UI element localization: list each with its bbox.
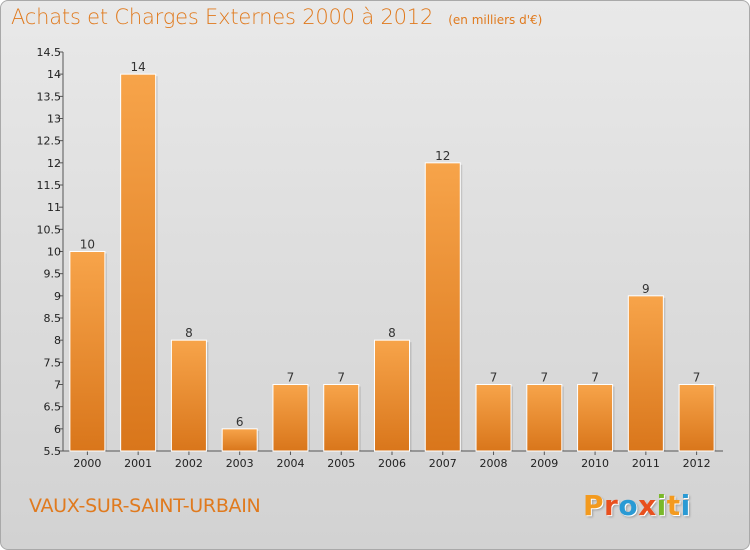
y-tick-label: 10 (47, 246, 61, 259)
bar (170, 339, 207, 452)
chart-title-row: Achats et Charges Externes 2000 à 2012 (… (11, 5, 542, 29)
x-tick-label: 2000 (73, 457, 101, 470)
y-tick-label: 14.5 (37, 46, 62, 59)
logo-letter: x (638, 489, 657, 522)
y-tick-label: 12.5 (37, 135, 62, 148)
bar (69, 251, 106, 452)
y-tick-label: 13.5 (37, 90, 62, 103)
bar-value-label: 14 (131, 60, 146, 74)
y-tick-label: 9.5 (44, 268, 62, 281)
x-tick-label: 2005 (327, 457, 355, 470)
bar-value-label: 7 (693, 371, 701, 385)
y-tick-label: 7.5 (44, 356, 62, 369)
y-tick-label: 7 (54, 379, 61, 392)
bar (627, 295, 664, 452)
commune-name: VAUX-SUR-SAINT-URBAIN (29, 495, 261, 517)
bar-value-label: 8 (185, 326, 193, 340)
bar-value-label: 7 (490, 371, 498, 385)
bar-value-label: 7 (591, 371, 599, 385)
bar (678, 384, 715, 452)
bar (475, 384, 512, 452)
x-tick-label: 2001 (124, 457, 152, 470)
y-tick-label: 11 (47, 201, 61, 214)
y-tick-label: 8 (54, 334, 61, 347)
bar (526, 384, 563, 452)
x-tick-label: 2006 (378, 457, 406, 470)
bar-value-label: 8 (388, 326, 396, 340)
y-tick-label: 6.5 (44, 401, 62, 414)
bar (577, 384, 614, 452)
bar (272, 384, 309, 452)
y-tick-label: 10.5 (37, 223, 62, 236)
bar-value-label: 7 (287, 371, 295, 385)
chart-title: Achats et Charges Externes 2000 à 2012 (11, 5, 434, 29)
x-tick-label: 2007 (429, 457, 457, 470)
x-tick-label: 2010 (581, 457, 609, 470)
proxiti-logo[interactable]: Proxiti (583, 489, 691, 522)
logo-letter: i (680, 489, 691, 522)
bar (120, 73, 157, 452)
bar-value-label: 6 (236, 415, 244, 429)
logo-letter: t (666, 489, 681, 522)
bar-value-label: 12 (435, 149, 450, 163)
x-tick-label: 2004 (276, 457, 304, 470)
bar (221, 428, 258, 452)
y-tick-label: 9 (54, 290, 61, 303)
bar-value-label: 7 (540, 371, 548, 385)
bar-value-label: 10 (80, 238, 95, 252)
y-tick-label: 14 (47, 68, 61, 81)
chart-unit: (en milliers d'€) (448, 13, 543, 27)
logo-letter: P (583, 489, 605, 522)
logo-letter: o (618, 489, 639, 522)
bar (374, 339, 410, 452)
bar-value-label: 9 (642, 282, 650, 296)
x-tick-label: 2011 (632, 457, 660, 470)
x-tick-label: 2012 (683, 457, 711, 470)
logo-letter: r (604, 489, 619, 522)
x-tick-label: 2002 (175, 457, 203, 470)
y-tick-label: 8.5 (44, 312, 62, 325)
logo-letter: i (656, 489, 667, 522)
x-tick-label: 2003 (226, 457, 254, 470)
x-tick-label: 2008 (480, 457, 508, 470)
y-tick-label: 5.5 (44, 445, 62, 458)
y-tick-label: 13 (47, 113, 61, 126)
y-tick-label: 6 (54, 423, 61, 436)
bar (424, 162, 461, 452)
x-tick-label: 2009 (530, 457, 558, 470)
bar-value-label: 7 (337, 371, 345, 385)
y-tick-label: 11.5 (37, 179, 62, 192)
bar (323, 384, 360, 452)
y-tick-label: 12 (47, 157, 61, 170)
